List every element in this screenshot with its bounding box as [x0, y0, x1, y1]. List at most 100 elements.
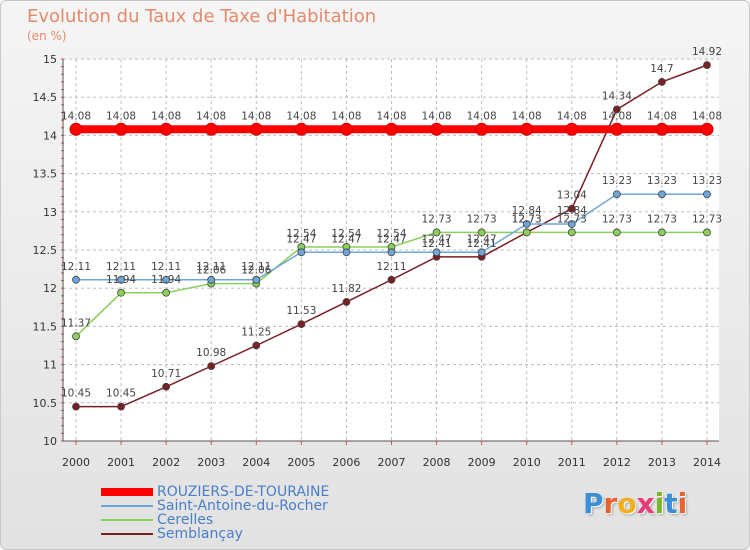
data-label: 14.08 — [602, 110, 632, 122]
logo-letter: t — [664, 487, 678, 520]
data-label: 11.94 — [151, 274, 181, 286]
data-label: 14.08 — [557, 110, 587, 122]
data-label: 12.11 — [106, 261, 136, 273]
data-label: 12.11 — [196, 261, 226, 273]
data-label: 14.08 — [61, 110, 91, 122]
data-label: 12.11 — [241, 261, 271, 273]
data-point-0 — [204, 122, 218, 136]
data-label: 12.73 — [557, 213, 587, 225]
data-label: 12.54 — [286, 228, 316, 240]
legend-label: Cerelles — [157, 512, 214, 528]
data-point-1 — [658, 190, 666, 199]
y-tick-label: 11 — [43, 359, 57, 372]
x-tick-label: 2014 — [693, 456, 721, 469]
data-point-1 — [207, 275, 216, 284]
logo-letter: r — [603, 487, 618, 520]
data-point-0 — [700, 122, 714, 136]
data-point-0 — [610, 122, 624, 136]
logo-letter: x — [636, 487, 655, 520]
data-point-3 — [703, 61, 711, 70]
data-point-2 — [658, 228, 666, 237]
data-point-1 — [387, 248, 396, 257]
data-label: 11.53 — [286, 305, 316, 317]
data-label: 11.25 — [241, 327, 271, 339]
data-label: 14.08 — [376, 110, 406, 122]
logo-letter: i — [677, 487, 688, 520]
data-label: 12.73 — [602, 213, 632, 225]
logo-letter: P — [583, 487, 604, 520]
x-tick-label: 2000 — [62, 456, 90, 469]
data-label: 12.47 — [376, 233, 406, 245]
data-point-1 — [162, 275, 171, 284]
data-point-0 — [339, 122, 353, 136]
data-label: 12.11 — [151, 261, 181, 273]
data-label: 10.45 — [61, 388, 91, 400]
data-point-0 — [159, 122, 173, 136]
data-point-1 — [117, 275, 125, 284]
data-point-2 — [117, 288, 125, 297]
legend-swatch — [101, 533, 153, 535]
x-tick-label: 2013 — [648, 456, 676, 469]
y-tick-label: 12.5 — [33, 244, 58, 257]
logo-letter: i — [654, 487, 665, 520]
x-tick-label: 2012 — [603, 456, 631, 469]
x-tick-label: 2010 — [513, 456, 541, 469]
data-point-2 — [612, 228, 621, 237]
data-label: 14.08 — [512, 110, 542, 122]
data-label: 14.08 — [241, 110, 271, 122]
data-point-3 — [162, 382, 171, 391]
data-point-2 — [477, 228, 486, 237]
data-label: 12.11 — [61, 261, 91, 273]
data-point-0 — [475, 122, 489, 136]
y-tick-label: 13.5 — [33, 168, 58, 181]
data-point-2 — [703, 228, 711, 237]
data-point-3 — [612, 105, 621, 114]
data-label: 12.54 — [376, 228, 406, 240]
data-point-0 — [565, 122, 579, 136]
y-tick-label: 13 — [43, 206, 57, 219]
legend-item: Cerelles — [101, 513, 329, 527]
y-tick-label: 12 — [43, 282, 57, 295]
legend-swatch — [101, 519, 153, 521]
data-label: 14.08 — [467, 110, 497, 122]
data-label: 14.08 — [151, 110, 181, 122]
data-point-1 — [432, 248, 441, 257]
data-label: 14.08 — [106, 110, 136, 122]
data-label: 14.08 — [286, 110, 316, 122]
data-label: 14.7 — [650, 63, 673, 75]
x-tick-label: 2007 — [378, 456, 406, 469]
legend-label: Saint-Antoine-du-Rocher — [157, 498, 328, 514]
data-label: 14.08 — [331, 110, 361, 122]
data-point-0 — [385, 122, 398, 136]
data-label: 12.41 — [422, 238, 452, 250]
data-label: 12.73 — [512, 213, 542, 225]
data-point-0 — [430, 122, 444, 136]
data-label: 13.23 — [602, 175, 632, 187]
data-point-1 — [612, 190, 621, 199]
data-label: 12.06 — [241, 265, 271, 277]
data-label: 13.23 — [647, 175, 677, 187]
data-label: 14.34 — [602, 90, 632, 102]
data-label: 10.98 — [196, 347, 226, 359]
x-tick-label: 2006 — [332, 456, 360, 469]
data-label: 12.47 — [286, 233, 316, 245]
data-label: 12.11 — [376, 261, 406, 273]
data-label: 12.84 — [512, 205, 542, 217]
data-label: 14.92 — [692, 46, 722, 58]
data-label: 10.45 — [106, 388, 136, 400]
data-point-0 — [520, 122, 534, 136]
data-label: 12.73 — [467, 213, 497, 225]
data-point-1 — [342, 248, 351, 257]
data-point-3 — [387, 275, 396, 284]
x-tick-label: 2001 — [107, 456, 135, 469]
legend-swatch — [101, 488, 153, 496]
chart-legend: ROUZIERS-DE-TOURAINE Saint-Antoine-du-Roc… — [101, 485, 329, 541]
y-tick-label: 10.5 — [33, 397, 58, 410]
data-point-3 — [117, 402, 125, 411]
data-point-3 — [252, 341, 261, 350]
legend-swatch — [101, 505, 153, 507]
data-point-1 — [252, 275, 261, 284]
data-point-0 — [294, 122, 308, 136]
data-label: 13.04 — [557, 190, 587, 202]
